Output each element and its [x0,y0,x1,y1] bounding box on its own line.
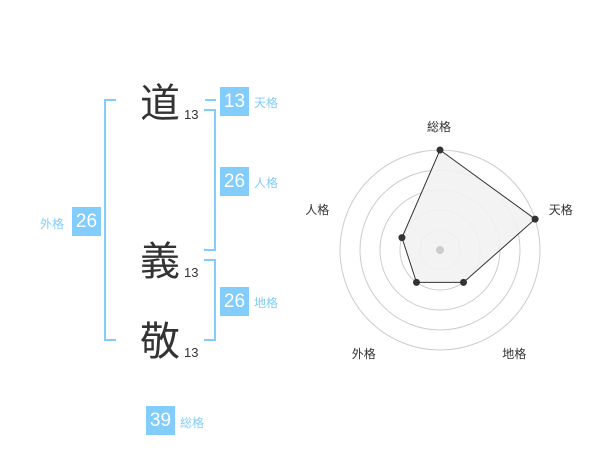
gaikaku-value: 26 [72,207,101,236]
soukaku-value: 39 [146,406,175,435]
gaikaku-label: 外格 [40,217,65,231]
chikaku-value: 26 [220,287,249,316]
jinkaku-bracket [204,109,216,251]
jinkaku-label: 人格 [254,176,279,190]
radar-point [412,278,420,286]
radar-axis-label: 総格 [427,120,452,134]
stroke-count-2: 13 [184,265,199,280]
radar-point [398,234,406,242]
radar-center [436,246,444,254]
radar-point [531,215,539,223]
stroke-count-3: 13 [184,345,199,360]
stroke-count-1: 13 [184,107,199,122]
chikaku-bracket [204,259,216,341]
radar-point [436,146,444,154]
radar-point [460,278,468,286]
gaikaku-bracket [104,99,116,341]
soukaku-label: 総格 [180,416,205,430]
radar-axis-label: 外格 [351,346,376,361]
radar-axis-label: 人格 [305,203,330,218]
radar-polygon [401,149,536,283]
tenkaku-bracket [205,99,216,101]
chikaku-label: 地格 [254,296,279,310]
name-char-2: 義 [140,239,180,285]
tenkaku-label: 天格 [254,96,279,110]
jinkaku-value: 26 [220,167,249,196]
name-char-1: 道 [140,81,180,127]
name-char-3: 敬 [140,319,180,365]
tenkaku-value: 13 [220,87,249,116]
radar-axis-label: 地格 [502,346,527,361]
radar-axis-label: 天格 [548,203,573,218]
